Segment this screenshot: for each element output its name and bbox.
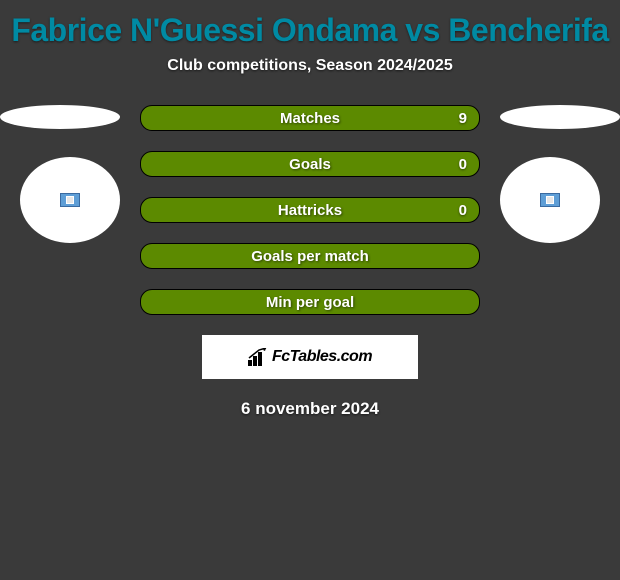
subtitle: Club competitions, Season 2024/2025: [0, 57, 620, 75]
stat-value-right: 0: [459, 156, 467, 173]
stat-bar: Goals 0: [140, 151, 480, 177]
right-disc: [500, 105, 620, 129]
date-text: 6 november 2024: [0, 399, 620, 419]
stat-label: Min per goal: [266, 294, 354, 311]
comparison-content: Matches 9 Goals 0 Hattricks 0 Goals per …: [0, 105, 620, 419]
stat-label: Goals: [289, 156, 331, 173]
chart-icon: [248, 348, 268, 366]
player-right-avatar: [500, 157, 600, 243]
stat-bar: Goals per match: [140, 243, 480, 269]
logo-text: FcTables.com: [272, 348, 372, 366]
left-disc: [0, 105, 120, 129]
player-left-avatar: [20, 157, 120, 243]
stat-value-right: 9: [459, 110, 467, 127]
stat-label: Matches: [280, 110, 340, 127]
stat-label: Hattricks: [278, 202, 342, 219]
stat-bar: Matches 9: [140, 105, 480, 131]
stat-bar: Hattricks 0: [140, 197, 480, 223]
stat-value-right: 0: [459, 202, 467, 219]
stat-bar: Min per goal: [140, 289, 480, 315]
stat-label: Goals per match: [251, 248, 369, 265]
stat-bars: Matches 9 Goals 0 Hattricks 0 Goals per …: [140, 105, 480, 315]
logo-box: FcTables.com: [202, 335, 418, 379]
logo: FcTables.com: [248, 348, 372, 366]
image-placeholder-icon: [60, 193, 80, 207]
page-title: Fabrice N'Guessi Ondama vs Bencherifa: [0, 0, 620, 57]
image-placeholder-icon: [540, 193, 560, 207]
